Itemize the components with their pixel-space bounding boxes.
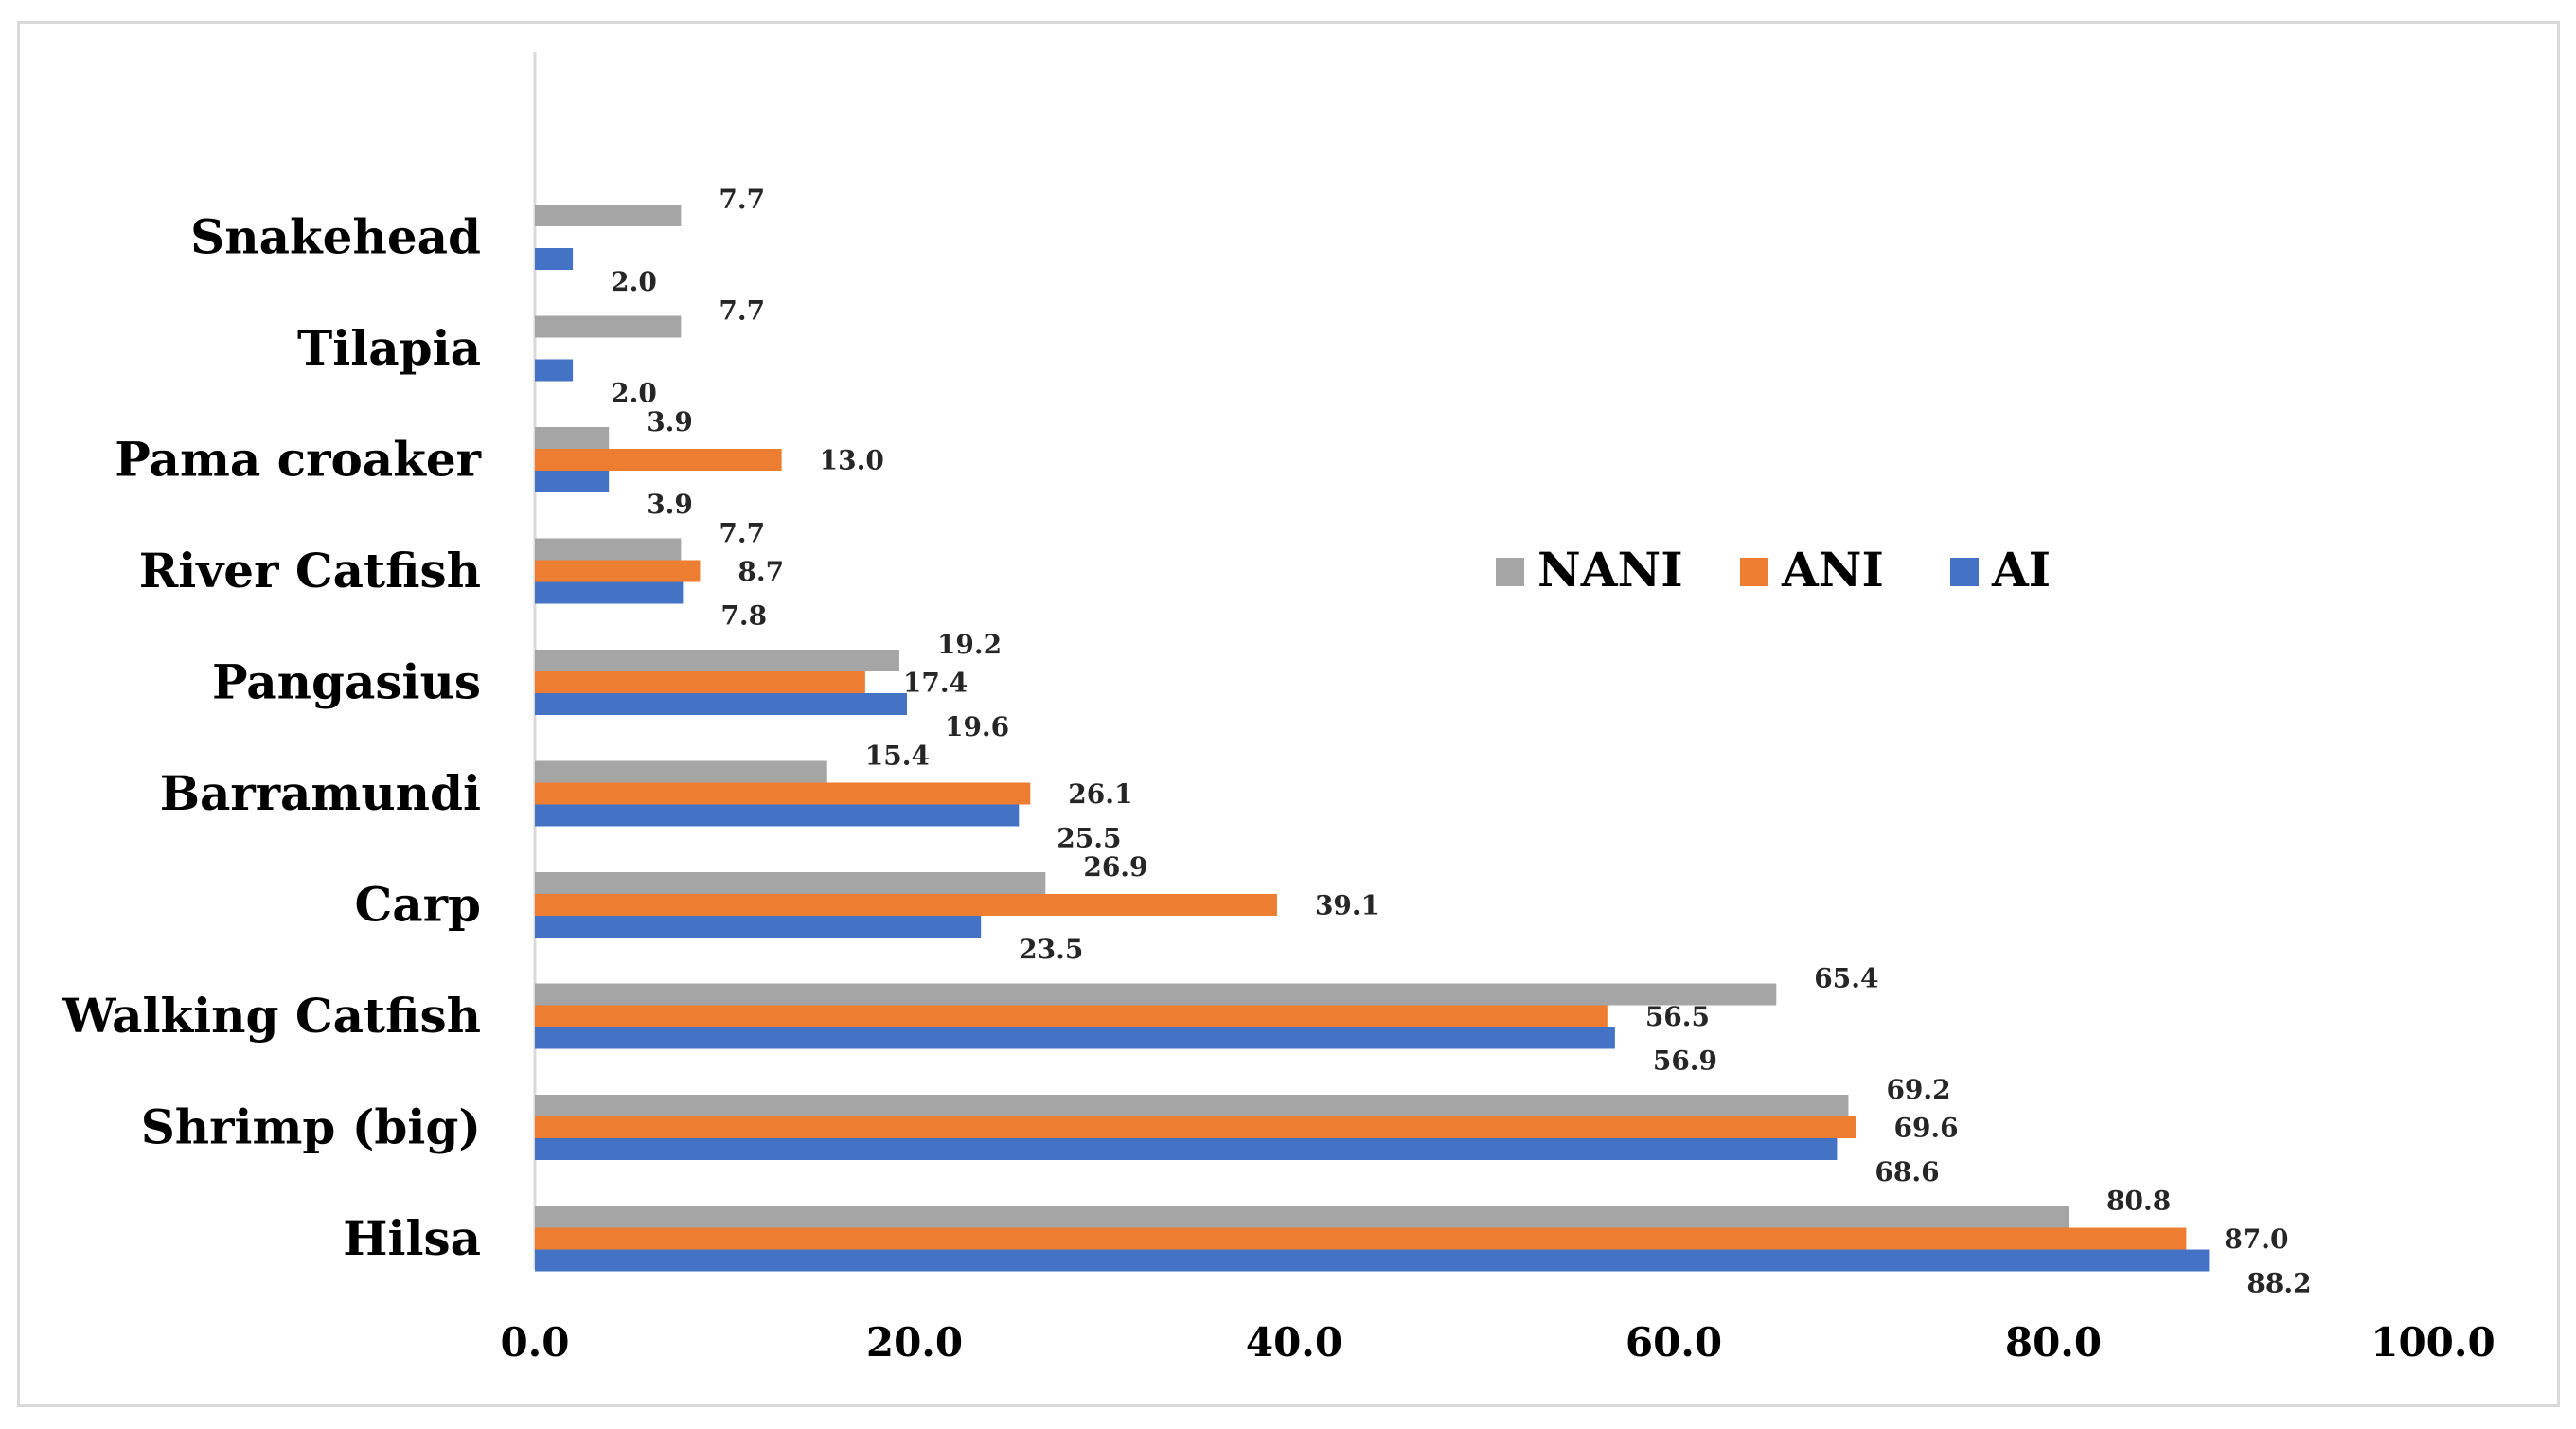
data-label-ai-pangasius: 19.6: [945, 711, 1009, 742]
legend-swatch-ani: [1740, 558, 1768, 586]
bar-ai-hilsa: [535, 1249, 2210, 1272]
bar-nani-walking-catfish: [535, 983, 1777, 1006]
x-tick-label-40-0: 40.0: [1246, 1319, 1342, 1366]
category-label-snakehead: Snakehead: [190, 209, 481, 265]
chart-frame: [17, 21, 2560, 1407]
bar-nani-snakehead: [535, 205, 682, 226]
data-label-ani-shrimp-big: 69.6: [1893, 1113, 1958, 1144]
legend-swatch-ai: [1950, 558, 1979, 586]
bar-ai-shrimp-big: [535, 1138, 1838, 1160]
data-label-nani-tilapia: 7.7: [719, 295, 765, 327]
category-label-river-catfish: River Catfish: [139, 543, 481, 598]
category-label-carp: Carp: [355, 877, 482, 933]
x-tick-label-60-0: 60.0: [1626, 1319, 1722, 1366]
legend-label-ani: ANI: [1781, 542, 1884, 598]
bar-ai-river-catfish: [535, 581, 684, 604]
data-label-nani-carp: 26.9: [1083, 851, 1147, 883]
data-label-ani-pama-croaker: 13.0: [820, 445, 884, 476]
data-label-nani-hilsa: 80.8: [2106, 1186, 2171, 1217]
data-label-nani-walking-catfish: 65.4: [1814, 963, 1878, 994]
bar-nani-barramundi: [535, 760, 827, 783]
bar-ai-pangasius: [535, 693, 907, 715]
bar-ani-hilsa: [535, 1227, 2187, 1250]
data-label-nani-pama-croaker: 3.9: [647, 406, 693, 438]
bar-ai-pama-croaker: [535, 471, 610, 492]
category-label-shrimp-big: Shrimp (big): [141, 1099, 481, 1155]
bar-ai-tilapia: [535, 359, 574, 382]
data-label-ani-barramundi: 26.1: [1068, 778, 1132, 810]
data-label-ai-pama-croaker: 3.9: [647, 489, 693, 520]
bar-nani-pangasius: [535, 650, 899, 671]
bar-nani-river-catfish: [535, 538, 682, 561]
bar-ani-carp: [535, 894, 1277, 916]
data-label-ani-hilsa: 87.0: [2224, 1224, 2288, 1255]
data-label-nani-shrimp-big: 69.2: [1886, 1074, 1950, 1105]
data-label-ai-tilapia: 2.0: [611, 378, 657, 409]
bar-nani-carp: [535, 872, 1046, 894]
category-label-pama-croaker: Pama croaker: [115, 432, 481, 488]
data-label-nani-river-catfish: 7.7: [719, 518, 765, 549]
x-tick-label-80-0: 80.0: [2005, 1319, 2102, 1366]
bar-ai-walking-catfish: [535, 1027, 1615, 1049]
bar-ai-snakehead: [535, 248, 574, 270]
legend-swatch-nani: [1496, 558, 1524, 586]
bar-ani-pama-croaker: [535, 449, 782, 471]
data-label-nani-pangasius: 19.2: [937, 629, 1002, 660]
bar-nani-shrimp-big: [535, 1095, 1849, 1116]
data-label-ani-carp: 39.1: [1315, 890, 1379, 921]
data-label-ai-snakehead: 2.0: [611, 266, 657, 297]
category-label-pangasius: Pangasius: [212, 654, 481, 710]
category-label-barramundi: Barramundi: [160, 765, 481, 821]
data-label-ai-barramundi: 25.5: [1057, 823, 1121, 854]
bar-ai-barramundi: [535, 804, 1020, 827]
bar-nani-hilsa: [535, 1206, 2070, 1228]
data-label-ai-hilsa: 88.2: [2247, 1268, 2311, 1299]
data-label-nani-barramundi: 15.4: [865, 741, 930, 772]
x-tick-label-20-0: 20.0: [866, 1319, 963, 1366]
bar-nani-pama-croaker: [535, 427, 610, 449]
data-label-ai-walking-catfish: 56.9: [1653, 1045, 1717, 1077]
x-tick-label-100-0: 100.0: [2371, 1319, 2496, 1366]
data-label-ani-pangasius: 17.4: [903, 668, 968, 699]
data-label-ani-walking-catfish: 56.5: [1645, 1001, 1710, 1032]
bar-ai-carp: [535, 916, 982, 938]
bar-ani-walking-catfish: [535, 1005, 1608, 1027]
category-label-walking-catfish: Walking Catfish: [62, 988, 481, 1044]
data-label-ai-carp: 23.5: [1019, 934, 1083, 965]
category-label-hilsa: Hilsa: [343, 1210, 481, 1266]
legend-label-nani: NANI: [1537, 542, 1683, 598]
x-tick-label-0-0: 0.0: [500, 1319, 569, 1366]
bar-ani-barramundi: [535, 782, 1031, 805]
data-label-nani-snakehead: 7.7: [719, 184, 765, 215]
bar-ani-river-catfish: [535, 560, 701, 582]
data-label-ai-river-catfish: 7.8: [720, 600, 767, 632]
data-label-ai-shrimp-big: 68.6: [1874, 1156, 1939, 1188]
bar-ani-shrimp-big: [535, 1116, 1856, 1138]
category-label-tilapia: Tilapia: [297, 320, 481, 376]
bar-ani-pangasius: [535, 671, 865, 693]
bar-nani-tilapia: [535, 315, 682, 338]
data-label-ani-river-catfish: 8.7: [737, 556, 784, 587]
legend-label-ai: AI: [1991, 542, 2051, 598]
